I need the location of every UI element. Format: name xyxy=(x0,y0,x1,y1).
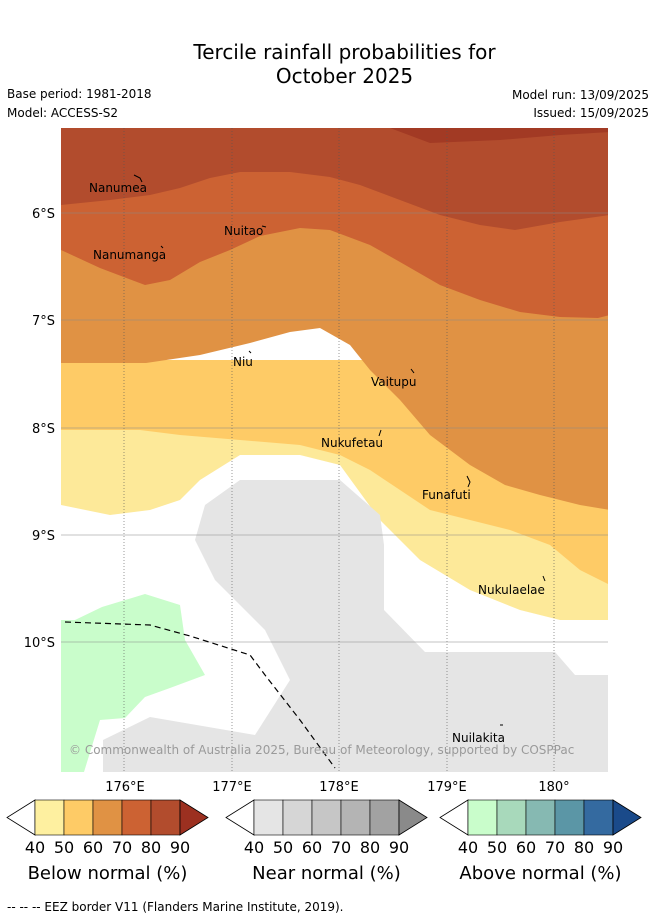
y-tick-6s: 6°S xyxy=(32,207,55,222)
colorbar-swatch xyxy=(340,799,371,836)
y-tick-10s: 10°S xyxy=(24,636,55,651)
grid-lines xyxy=(61,128,608,772)
colorbar-tick-label: 50 xyxy=(487,838,507,857)
colorbar-swatch xyxy=(496,799,527,836)
colorbar-swatch xyxy=(92,799,123,836)
colorbar-swatch xyxy=(525,799,556,836)
x-tick-176e: 176°E xyxy=(105,780,145,795)
island-nanumea xyxy=(133,174,143,183)
region-near-normal xyxy=(103,480,608,772)
colorbar-tick-label: 70 xyxy=(112,838,132,857)
colorbar-tick-label: 80 xyxy=(360,838,380,857)
colorbar-label: Above normal (%) xyxy=(459,863,621,884)
y-tick-8s: 8°S xyxy=(32,422,55,437)
label-nukulaelae: Nukulaelae xyxy=(478,583,545,597)
colorbar-tick-label: 80 xyxy=(574,838,594,857)
model-name: Model: ACCESS-S2 xyxy=(7,106,119,120)
colorbar-0: 40 50 60 70 80 90 Below normal (%) xyxy=(6,799,209,884)
colorbar-tick-label: 40 xyxy=(244,838,264,857)
region-below-80-90 xyxy=(61,128,608,230)
colorbar-label: Near normal (%) xyxy=(252,863,401,884)
colorbar-over-triangle xyxy=(179,799,209,836)
colorbar-tick-label: 70 xyxy=(331,838,351,857)
x-tick-177e: 177°E xyxy=(212,780,252,795)
label-nukufetau: Nukufetau xyxy=(321,436,383,450)
y-tick-labels: 6°S 7°S 8°S 9°S 10°S xyxy=(24,207,55,651)
base-period: Base period: 1981-2018 xyxy=(7,87,152,101)
colorbar-swatch xyxy=(467,799,498,836)
colorbar-swatch xyxy=(121,799,152,836)
label-niu: Niu xyxy=(233,355,253,369)
region-below-90 xyxy=(390,128,608,143)
colorbar-swatch xyxy=(63,799,94,836)
colorbar-tick-label: 90 xyxy=(389,838,409,857)
title-line-1: Tercile rainfall probabilities for xyxy=(193,40,496,64)
island-vaitupu xyxy=(410,368,415,374)
x-tick-179e: 179°E xyxy=(427,780,467,795)
eez-footer-note: -- -- -- EEZ border V11 (Flanders Marine… xyxy=(7,900,344,914)
colorbar-under-triangle xyxy=(225,799,255,836)
x-tick-178e: 178°E xyxy=(319,780,359,795)
colorbar-label: Below normal (%) xyxy=(28,863,188,884)
colorbar-tick-label: 50 xyxy=(54,838,74,857)
colorbar-over-triangle xyxy=(398,799,428,836)
colorbar-swatch xyxy=(253,799,284,836)
colorbar-swatch xyxy=(369,799,400,836)
title-line-2: October 2025 xyxy=(275,64,414,88)
colorbars: 40 50 60 70 80 90 Below normal (%) 40 50 60 70 80 90… xyxy=(6,799,642,884)
island-nanumanga xyxy=(160,245,164,249)
colorbar-swatch xyxy=(554,799,585,836)
x-tick-labels: 176°E 177°E 178°E 179°E 180° xyxy=(105,780,569,795)
copyright-text: © Commonwealth of Australia 2025, Bureau… xyxy=(69,743,574,757)
label-nanumanga: Nanumanga xyxy=(93,248,166,262)
colorbar-tick-label: 90 xyxy=(170,838,190,857)
chart-title: Tercile rainfall probabilities for Octob… xyxy=(0,40,655,88)
colorbar-swatch xyxy=(282,799,313,836)
island-nuitao xyxy=(261,225,267,228)
x-tick-180: 180° xyxy=(538,780,569,795)
colorbar-under-triangle xyxy=(6,799,36,836)
island-nukulaelae xyxy=(542,575,546,582)
island-nukufetau xyxy=(378,429,382,437)
place-labels: Nanumea Nuitao Nanumanga Niu Vaitupu Nuk… xyxy=(89,181,545,745)
colorbar-1: 40 50 60 70 80 90 Near normal (%) xyxy=(225,799,428,884)
island-niu xyxy=(248,350,252,354)
region-above-normal xyxy=(61,594,205,772)
colorbar-tick-label: 40 xyxy=(458,838,478,857)
y-tick-9s: 9°S xyxy=(32,529,55,544)
issued-date: Issued: 15/09/2025 xyxy=(533,106,649,120)
island-funafuti xyxy=(466,475,471,488)
label-nanumea: Nanumea xyxy=(89,181,147,195)
label-vaitupu: Vaitupu xyxy=(371,375,417,389)
colorbar-tick-label: 60 xyxy=(516,838,536,857)
colorbar-swatch xyxy=(34,799,65,836)
colorbar-under-triangle xyxy=(439,799,469,836)
colorbar-tick-label: 90 xyxy=(603,838,623,857)
label-nuilakita: Nuilakita xyxy=(452,731,505,745)
colorbar-2: 40 50 60 70 80 90 Above normal (%) xyxy=(439,799,642,884)
model-run: Model run: 13/09/2025 xyxy=(511,88,649,102)
colorbar-tick-label: 70 xyxy=(545,838,565,857)
colorbar-tick-label: 60 xyxy=(83,838,103,857)
colorbar-tick-label: 60 xyxy=(302,838,322,857)
label-funafuti: Funafuti xyxy=(422,488,471,502)
colorbar-swatch xyxy=(583,799,614,836)
y-tick-7s: 7°S xyxy=(32,314,55,329)
label-nuitao: Nuitao xyxy=(224,224,263,238)
colorbar-tick-label: 80 xyxy=(141,838,161,857)
colorbar-swatch xyxy=(311,799,342,836)
colorbar-tick-label: 40 xyxy=(25,838,45,857)
colorbar-tick-label: 50 xyxy=(273,838,293,857)
colorbar-over-triangle xyxy=(612,799,642,836)
eez-border xyxy=(64,621,336,769)
colorbar-swatch xyxy=(150,799,181,836)
island-outlines xyxy=(133,174,546,726)
